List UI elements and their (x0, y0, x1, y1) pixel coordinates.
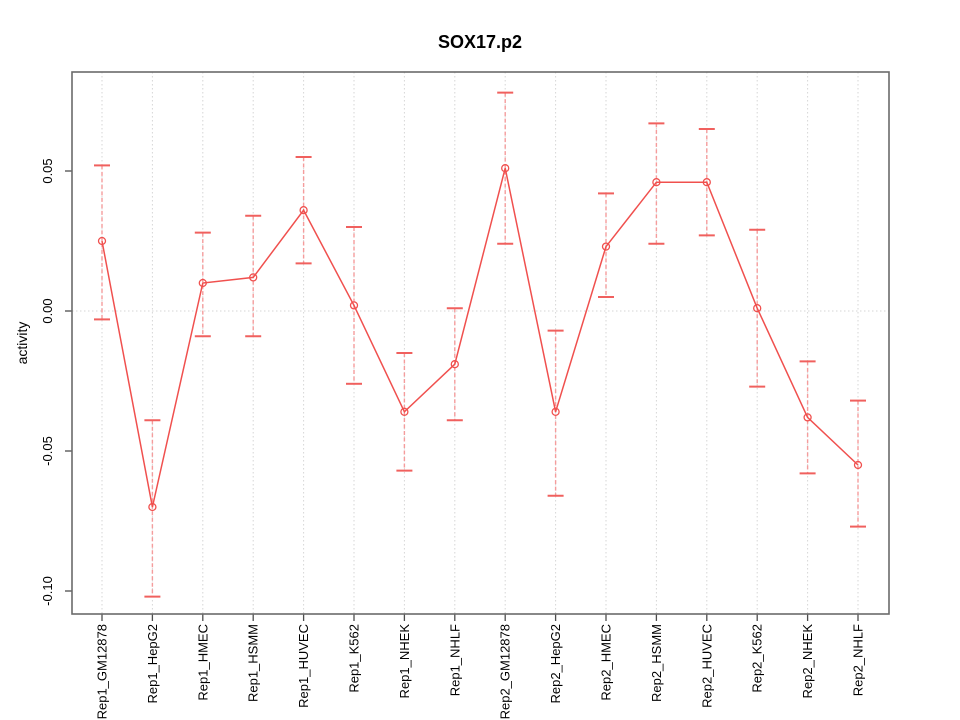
x-category-label: Rep1_HepG2 (145, 624, 160, 704)
axis-ticks (65, 170, 859, 621)
x-category-label: Rep2_HSMM (649, 624, 664, 702)
data-point (400, 407, 409, 416)
x-category-label: Rep2_NHLF (851, 624, 866, 696)
x-category-label: Rep1_HMEC (195, 624, 210, 701)
data-point (501, 164, 510, 173)
series-line (101, 168, 859, 508)
error-bars (94, 91, 866, 598)
y-axis-title: activity (14, 322, 30, 365)
data-point (702, 178, 711, 187)
chart-title: SOX17.p2 (438, 32, 522, 52)
data-point (249, 273, 258, 282)
x-category-label: Rep2_K562 (750, 624, 765, 693)
x-category-label: Rep1_HSMM (246, 624, 261, 702)
data-point (299, 206, 308, 215)
x-category-label: Rep1_K562 (347, 624, 362, 693)
data-point (753, 304, 762, 313)
data-point (652, 178, 661, 187)
y-tick-label: -0.05 (40, 436, 55, 466)
data-point (198, 278, 207, 288)
x-category-label: Rep1_NHEK (397, 624, 412, 699)
x-category-label: Rep2_GM12878 (498, 624, 513, 719)
data-point (97, 236, 107, 246)
gridlines (72, 72, 889, 614)
y-tick-label: -0.10 (40, 576, 55, 606)
data-point (450, 360, 459, 369)
data-point (601, 242, 611, 251)
plot-frame (71, 71, 890, 615)
x-category-label: Rep1_NHLF (447, 624, 462, 696)
y-axis-tick-labels: 0.05 0.00 -0.05 -0.10 (40, 158, 55, 605)
data-point-markers (97, 164, 863, 512)
y-tick-label: 0.00 (40, 298, 55, 323)
y-tick-label: 0.05 (40, 158, 55, 183)
x-category-label: Rep2_HMEC (599, 624, 614, 701)
data-point (803, 413, 812, 422)
data-point (853, 460, 863, 470)
x-axis-category-labels: Rep1_GM12878 Rep1_HepG2 Rep1_HMEC Rep1_HSMM… (95, 624, 866, 720)
x-category-label: Rep1_GM12878 (95, 624, 110, 719)
x-category-label: Rep2_NHEK (800, 624, 815, 699)
data-point (349, 301, 359, 310)
x-category-label: Rep1_HUVEC (296, 624, 311, 708)
data-line (101, 168, 859, 508)
data-point (551, 407, 560, 416)
data-point (148, 502, 157, 512)
x-category-label: Rep2_HUVEC (699, 624, 714, 708)
x-category-label: Rep2_HepG2 (548, 624, 563, 704)
